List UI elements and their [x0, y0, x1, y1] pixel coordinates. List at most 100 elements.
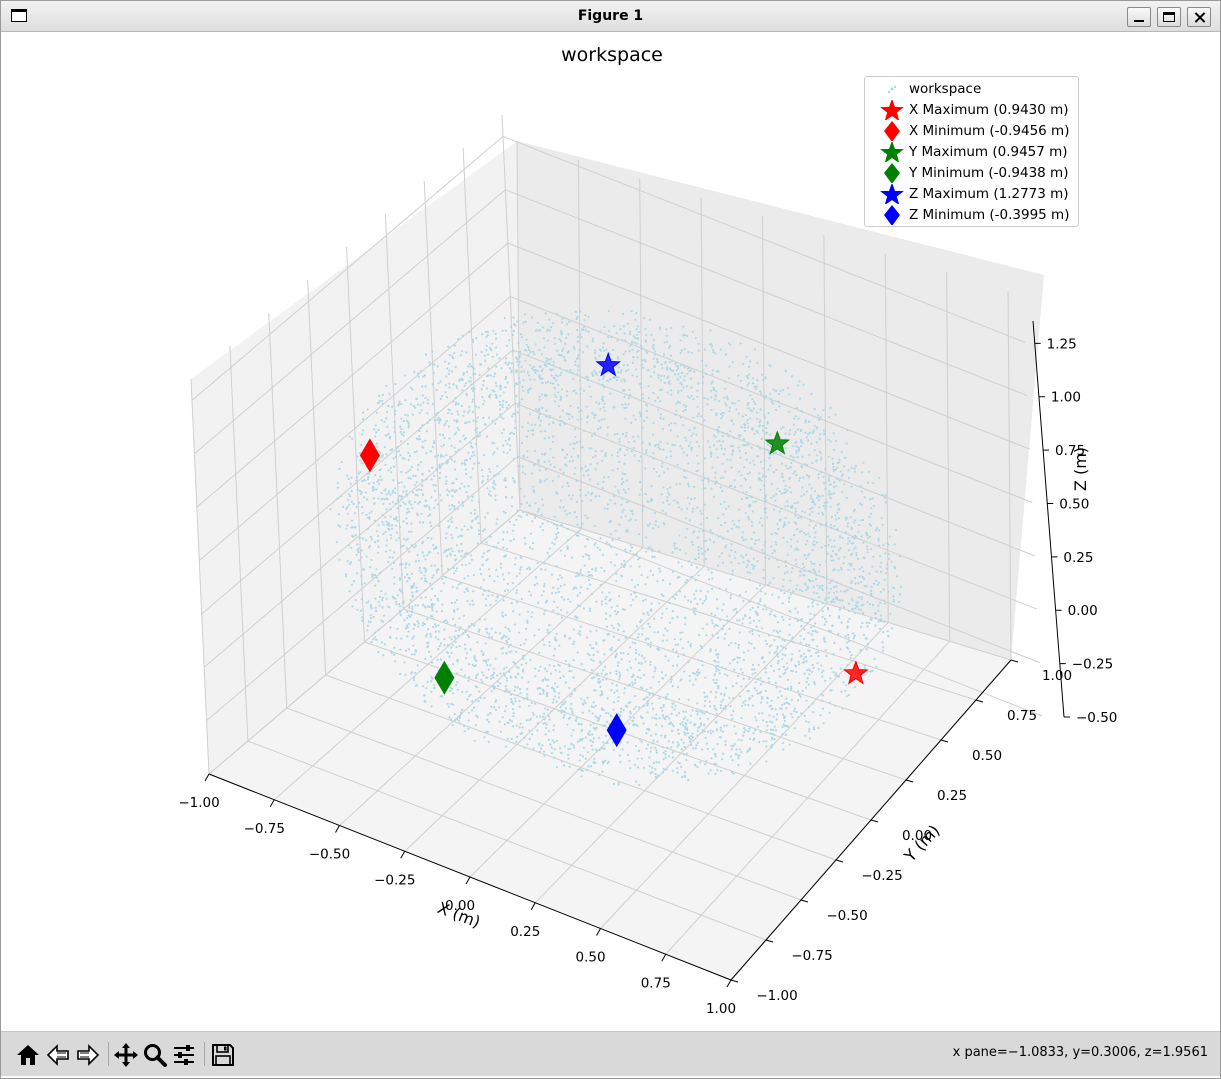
workspace-point — [772, 733, 776, 736]
workspace-point — [673, 373, 677, 376]
workspace-point — [410, 613, 413, 616]
workspace-point — [714, 614, 717, 617]
workspace-point — [755, 587, 758, 590]
workspace-point — [763, 544, 766, 547]
workspace-point — [634, 678, 637, 681]
workspace-point — [825, 523, 828, 526]
workspace-point — [381, 393, 385, 396]
workspace-point — [539, 480, 542, 483]
workspace-point — [618, 595, 621, 598]
title-bar[interactable]: Figure 1 — [1, 1, 1220, 32]
workspace-point — [488, 468, 491, 471]
workspace-point — [656, 580, 659, 583]
workspace-point — [581, 351, 585, 354]
workspace-point — [513, 662, 516, 665]
workspace-point — [858, 523, 861, 527]
workspace-point — [592, 676, 596, 679]
grid-line-y-floor — [286, 707, 802, 901]
workspace-point — [443, 638, 446, 641]
workspace-point — [649, 686, 652, 689]
workspace-point — [664, 382, 667, 385]
workspace-point — [732, 772, 735, 775]
workspace-point — [524, 320, 527, 323]
workspace-point — [537, 507, 541, 510]
workspace-point — [877, 581, 881, 584]
workspace-point — [595, 373, 598, 376]
workspace-point — [395, 524, 398, 527]
workspace-point — [641, 654, 644, 658]
workspace-point — [541, 498, 544, 501]
workspace-point — [784, 671, 787, 674]
workspace-point — [417, 625, 420, 628]
workspace-point — [863, 667, 866, 670]
workspace-point — [560, 576, 563, 579]
workspace-point — [477, 406, 480, 409]
workspace-point — [601, 346, 605, 349]
workspace-point — [645, 688, 648, 691]
workspace-point — [795, 440, 798, 443]
workspace-point — [481, 671, 484, 674]
workspace-point — [691, 510, 694, 513]
workspace-point — [490, 705, 493, 708]
workspace-point — [597, 427, 600, 430]
close-button[interactable] — [1187, 7, 1211, 27]
workspace-point — [543, 643, 546, 646]
workspace-point — [553, 647, 557, 651]
workspace-point — [808, 649, 811, 653]
workspace-point — [868, 523, 871, 526]
workspace-point — [670, 393, 673, 396]
workspace-point — [521, 425, 524, 428]
workspace-point — [413, 582, 416, 585]
workspace-point — [790, 571, 793, 574]
workspace-point — [470, 387, 474, 390]
workspace-point — [591, 712, 594, 715]
minimize-button[interactable] — [1127, 7, 1151, 27]
workspace-point — [825, 521, 828, 524]
workspace-point — [510, 697, 513, 701]
workspace-point — [837, 633, 840, 636]
workspace-point — [600, 600, 604, 603]
workspace-point — [391, 556, 394, 559]
workspace-point — [661, 771, 665, 774]
workspace-point — [576, 335, 579, 338]
window-icon[interactable] — [11, 9, 27, 22]
workspace-point — [776, 558, 779, 561]
workspace-point — [764, 541, 767, 544]
workspace-point — [505, 635, 508, 638]
workspace-point — [878, 544, 881, 547]
workspace-point — [712, 495, 716, 498]
workspace-point — [615, 653, 618, 656]
workspace-point — [637, 459, 640, 462]
workspace-point — [668, 361, 672, 364]
workspace-point — [724, 667, 727, 670]
workspace-point — [770, 708, 773, 711]
workspace-point — [686, 454, 689, 457]
workspace-point — [686, 372, 689, 375]
workspace-point — [787, 600, 791, 603]
workspace-point — [472, 419, 475, 422]
workspace-point — [532, 491, 536, 494]
workspace-point — [638, 783, 641, 786]
workspace-point — [567, 748, 570, 751]
workspace-point — [866, 625, 869, 628]
workspace-point — [861, 576, 864, 579]
workspace-point — [469, 457, 472, 460]
workspace-point — [621, 497, 624, 500]
workspace-point — [623, 559, 626, 563]
workspace-point — [440, 499, 443, 502]
workspace-point — [645, 334, 648, 337]
workspace-point — [824, 507, 827, 510]
workspace-point — [510, 325, 513, 328]
workspace-point — [491, 420, 494, 423]
maximize-button[interactable] — [1157, 7, 1181, 27]
workspace-point — [557, 391, 560, 394]
workspace-point — [560, 616, 564, 619]
workspace-point — [406, 442, 409, 446]
workspace-point — [679, 376, 682, 379]
workspace-point — [829, 587, 832, 590]
workspace-point — [778, 629, 782, 633]
workspace-point — [701, 552, 704, 555]
workspace-point — [657, 761, 661, 764]
workspace-point — [769, 464, 772, 467]
3d-scatter-plot[interactable]: workspace −1.00−0.75−0.50−0.250.000.250.… — [11, 32, 1211, 1030]
